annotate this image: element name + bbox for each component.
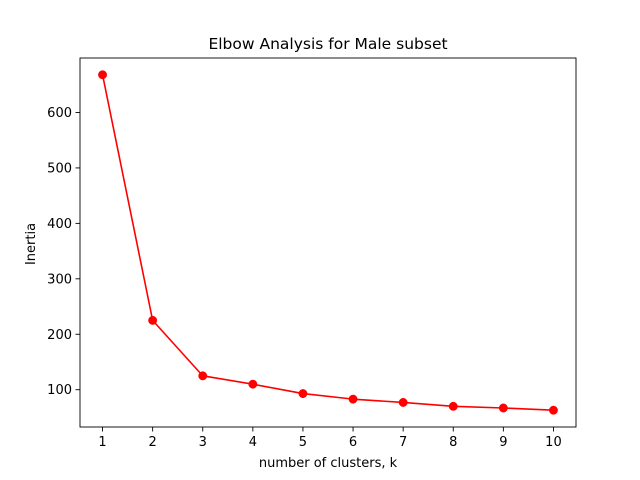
x-tick-label: 1 bbox=[98, 435, 106, 450]
x-tick-label: 2 bbox=[149, 435, 157, 450]
x-axis-label: number of clusters, k bbox=[259, 456, 398, 471]
axes-frame bbox=[79, 57, 577, 428]
data-point bbox=[549, 405, 558, 415]
x-tick-label: 4 bbox=[249, 435, 257, 450]
x-tick-label: 7 bbox=[399, 435, 407, 450]
y-tick-label: 100 bbox=[47, 383, 72, 398]
x-tick-label: 8 bbox=[449, 435, 457, 450]
y-tick-label: 400 bbox=[47, 217, 72, 232]
y-tick-label: 200 bbox=[47, 328, 72, 343]
data-point bbox=[148, 315, 158, 325]
data-point bbox=[498, 403, 508, 413]
data-point bbox=[98, 70, 108, 80]
x-tick-label: 10 bbox=[545, 435, 562, 450]
y-tick-label: 600 bbox=[47, 106, 72, 121]
y-axis-label: Inertia bbox=[24, 223, 39, 265]
y-tick-label: 300 bbox=[47, 272, 72, 287]
data-point bbox=[448, 401, 458, 411]
series-line bbox=[101, 74, 554, 412]
data-point bbox=[398, 398, 408, 407]
x-tick-label: 5 bbox=[299, 435, 307, 450]
data-point bbox=[198, 371, 208, 381]
chart-title: Elbow Analysis for Male subset bbox=[208, 35, 447, 53]
plot-area: 1 2 3 4 5 6 7 8 9 10 100 200 300 400 500 600 bbox=[47, 57, 577, 450]
x-tick-label: 9 bbox=[499, 435, 507, 450]
x-tick-label: 6 bbox=[349, 435, 357, 450]
x-tick-label: 3 bbox=[199, 435, 207, 450]
y-tick-label: 500 bbox=[47, 161, 72, 176]
data-point bbox=[298, 389, 308, 399]
data-point bbox=[248, 379, 258, 389]
data-point bbox=[348, 394, 358, 404]
